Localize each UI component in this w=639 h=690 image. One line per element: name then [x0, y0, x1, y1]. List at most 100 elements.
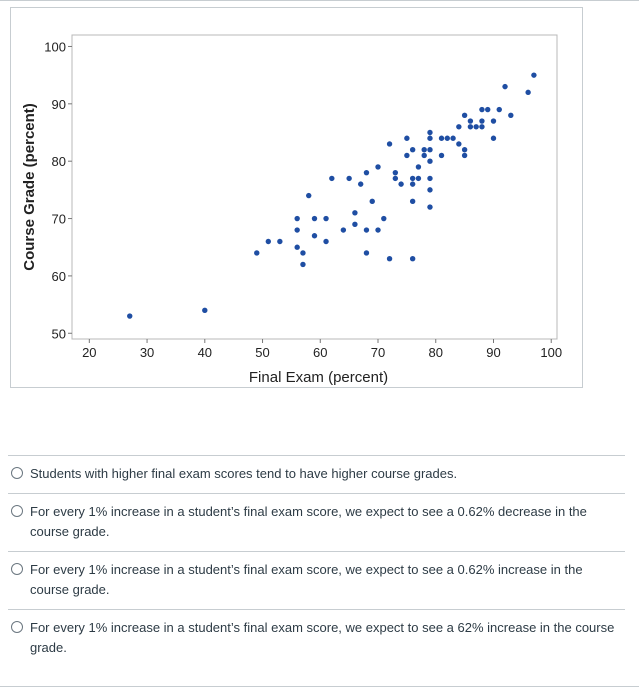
data-point: [386, 255, 393, 262]
data-point: [363, 169, 370, 176]
y-tick-label: 100: [44, 39, 66, 54]
data-point: [277, 238, 283, 245]
data-point: [409, 175, 416, 182]
y-tick-label: 90: [52, 97, 66, 112]
data-point: [294, 244, 300, 250]
data-point: [427, 175, 433, 182]
data-point: [265, 238, 272, 245]
answer-option-text: For every 1% increase in a student’s fin…: [30, 562, 583, 597]
data-point: [323, 238, 329, 245]
data-point: [375, 227, 381, 233]
data-point: [300, 250, 306, 256]
y-axis-label: Course Grade (percent): [21, 103, 38, 271]
answer-option-text: For every 1% increase in a student’s fin…: [30, 620, 615, 655]
data-point: [363, 227, 370, 233]
data-point: [392, 169, 399, 176]
data-point: [386, 141, 393, 147]
answer-option-4[interactable]: For every 1% increase in a student’s fin…: [8, 609, 625, 667]
data-point: [311, 215, 318, 222]
data-point: [398, 181, 404, 187]
data-point: [306, 192, 312, 199]
data-point: [363, 250, 370, 256]
data-point: [467, 124, 474, 130]
answer-option-text: For every 1% increase in a student’s fin…: [30, 504, 587, 539]
data-point: [456, 141, 462, 147]
data-point: [427, 187, 433, 193]
data-point: [490, 118, 497, 124]
x-tick-label: 60: [313, 345, 327, 360]
data-point: [438, 152, 445, 159]
data-point: [531, 72, 537, 78]
data-point: [300, 261, 306, 268]
y-tick-label: 50: [52, 326, 66, 341]
data-point: [202, 307, 208, 314]
x-tick-label: 90: [486, 345, 500, 360]
data-point: [427, 135, 433, 141]
data-point: [329, 175, 335, 182]
data-point: [508, 112, 514, 119]
data-point: [479, 124, 485, 130]
x-tick-label: 50: [255, 345, 269, 360]
data-point: [427, 147, 433, 153]
data-point: [461, 112, 468, 119]
data-point: [392, 175, 399, 182]
data-point: [479, 106, 485, 113]
data-point: [323, 215, 329, 222]
data-point: [473, 124, 479, 130]
bottom-divider: [0, 686, 639, 687]
data-point: [496, 106, 502, 113]
data-point: [409, 198, 416, 205]
data-point: [427, 204, 433, 210]
answer-option-3[interactable]: For every 1% increase in a student’s fin…: [8, 551, 625, 609]
data-point: [461, 147, 468, 153]
data-point: [340, 227, 347, 233]
data-point: [421, 152, 427, 159]
data-point: [525, 89, 531, 96]
data-point: [427, 158, 433, 164]
plot-area-border: [71, 34, 558, 340]
data-point: [485, 106, 491, 113]
radio-button[interactable]: [11, 563, 23, 575]
data-point: [415, 175, 422, 182]
data-point: [254, 250, 260, 256]
data-point: [375, 164, 381, 170]
data-point: [352, 221, 358, 227]
data-point: [409, 255, 416, 262]
data-point: [369, 198, 375, 205]
data-point: [502, 83, 508, 90]
data-point: [404, 152, 410, 159]
data-point: [467, 118, 474, 124]
x-tick-label: 70: [371, 345, 385, 360]
data-point: [352, 210, 358, 216]
data-point: [409, 147, 416, 153]
top-divider: [0, 0, 639, 1]
answer-options: Students with higher final exam scores t…: [8, 455, 625, 667]
data-point: [381, 215, 387, 222]
data-point: [456, 124, 462, 130]
scatter-chart: 20 30 40 50 60 70 80 90 100 50 60 70 80 90 100 Final Ex…: [10, 7, 583, 388]
x-tick-label: 100: [540, 345, 562, 360]
scatter-plot-svg: 20 30 40 50 60 70 80 90 100 50 60 70 80 90 100 Final Ex…: [21, 34, 562, 386]
x-tick-label: 30: [140, 345, 154, 360]
data-point: [127, 313, 133, 319]
x-tick-label: 20: [82, 345, 96, 360]
radio-button[interactable]: [11, 505, 23, 517]
data-point: [427, 129, 433, 136]
answer-option-2[interactable]: For every 1% increase in a student’s fin…: [8, 493, 625, 551]
data-point: [450, 135, 456, 141]
data-point: [294, 215, 300, 222]
data-point: [311, 233, 318, 239]
x-axis-label: Final Exam (percent): [249, 369, 388, 386]
data-point: [461, 152, 468, 159]
x-tick-label: 80: [429, 345, 443, 360]
y-tick-label: 70: [52, 212, 66, 227]
answer-option-text: Students with higher final exam scores t…: [30, 466, 458, 481]
data-point: [479, 118, 485, 124]
data-point: [357, 181, 364, 187]
answer-option-1[interactable]: Students with higher final exam scores t…: [8, 455, 625, 493]
radio-button[interactable]: [11, 467, 23, 479]
data-point: [409, 181, 416, 187]
data-point: [444, 135, 450, 141]
y-tick-label: 60: [52, 269, 66, 284]
radio-button[interactable]: [11, 621, 23, 633]
